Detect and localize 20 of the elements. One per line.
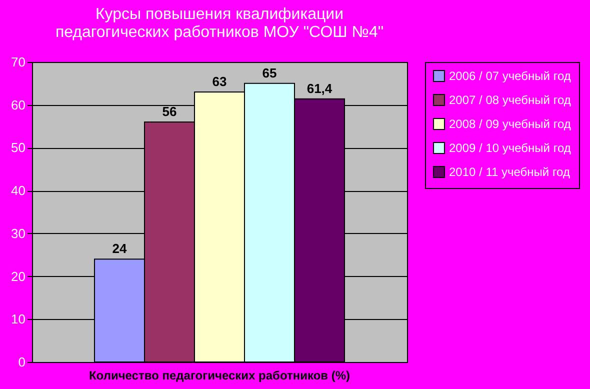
y-tick-label: 50 xyxy=(11,140,26,156)
legend-label: 2009 / 10 учебный год xyxy=(449,141,571,155)
x-tick-label: Количество педагогических работников (%) xyxy=(88,368,350,382)
y-tick-label: 0 xyxy=(18,354,26,370)
y-tick-label: 60 xyxy=(11,97,26,112)
legend-label: 2010 / 11 учебный год xyxy=(449,165,570,179)
legend-label: 2008 / 09 учебный год xyxy=(449,117,571,131)
y-tick-label: 10 xyxy=(11,312,26,327)
legend-label: 2006 / 07 учебный год xyxy=(449,69,571,83)
y-tick-label: 30 xyxy=(11,226,26,241)
chart-title: Курсы повышения квалификации педагогических работников МОУ "СОШ №4" xyxy=(55,6,384,41)
data-label: 61,4 xyxy=(306,80,333,96)
data-label: 56 xyxy=(162,104,177,119)
y-tick-label: 40 xyxy=(11,183,26,198)
y-tick-label: 20 xyxy=(11,268,26,284)
legend-label: 2007 / 08 учебный год xyxy=(449,93,571,107)
data-label: 65 xyxy=(262,65,277,80)
y-tick-label: 70 xyxy=(11,54,26,70)
data-label: 63 xyxy=(212,74,227,89)
data-label: 24 xyxy=(112,241,128,256)
